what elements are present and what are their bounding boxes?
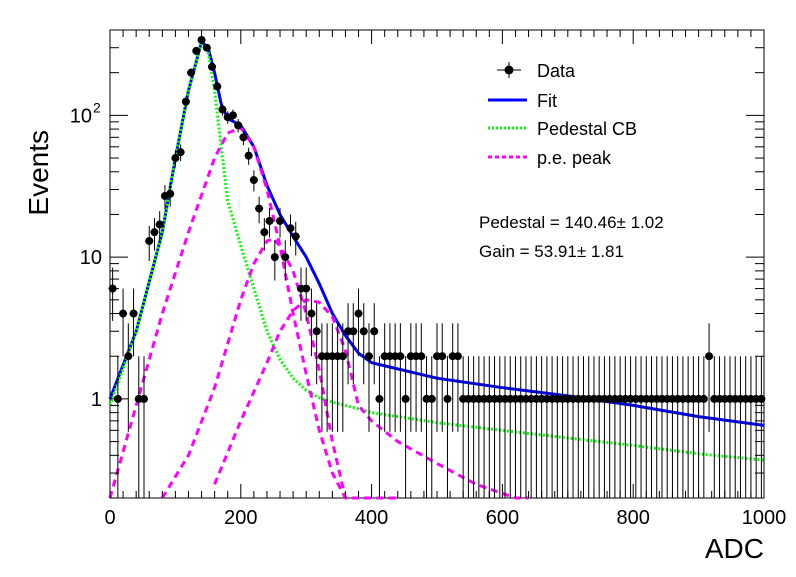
legend-marker-data xyxy=(504,65,514,75)
data-point xyxy=(213,82,222,91)
x-tick-label: 200 xyxy=(224,507,257,529)
data-point xyxy=(155,220,164,229)
data-point xyxy=(417,352,426,361)
x-axis-label: ADC xyxy=(705,533,764,564)
legend-entry-pedestal: Pedestal CB xyxy=(488,119,637,139)
data-point xyxy=(443,394,452,403)
data-point xyxy=(349,327,358,336)
data-points xyxy=(108,36,766,498)
data-point xyxy=(171,154,180,163)
data-point xyxy=(302,284,311,293)
data-point xyxy=(181,97,190,106)
data-point xyxy=(187,68,196,77)
series-layer xyxy=(108,36,766,500)
data-point xyxy=(192,46,201,55)
data-point xyxy=(244,151,253,160)
curve-p-e-peak-2 xyxy=(161,237,398,500)
data-point xyxy=(145,236,154,245)
data-point xyxy=(202,43,211,52)
data-point xyxy=(375,394,384,403)
y-tick-label: 10 xyxy=(80,247,102,269)
data-point xyxy=(228,111,237,120)
annotation-pedestal: Pedestal = 140.46± 1.02 xyxy=(479,213,664,232)
curve-pedestal-cb xyxy=(108,40,765,462)
data-point xyxy=(260,228,269,237)
data-point xyxy=(265,216,274,225)
data-point xyxy=(401,394,410,403)
x-tick-label: 400 xyxy=(355,507,388,529)
data-point xyxy=(354,309,363,318)
data-point xyxy=(699,394,708,403)
y-tick-label-exponent: 2 xyxy=(93,99,101,115)
data-point xyxy=(255,204,264,213)
y-tick-label: 10 xyxy=(70,105,92,127)
x-tick-label: 1000 xyxy=(742,507,787,529)
data-point xyxy=(291,232,300,241)
data-point xyxy=(396,352,405,361)
data-point xyxy=(427,394,436,403)
data-point xyxy=(176,148,185,157)
data-point xyxy=(370,327,379,336)
data-point xyxy=(249,175,258,184)
data-point xyxy=(307,309,316,318)
y-tick-label: 1 xyxy=(91,389,102,411)
x-tick-label: 0 xyxy=(104,507,115,529)
data-point xyxy=(140,394,149,403)
annotation-gain: Gain = 53.91± 1.81 xyxy=(479,242,624,261)
data-point xyxy=(705,352,714,361)
legend-entry-data: Data xyxy=(497,61,576,81)
data-point xyxy=(124,352,133,361)
legend: Data Fit Pedestal CB p.e. peak xyxy=(488,61,637,168)
data-point xyxy=(218,105,227,114)
data-point xyxy=(312,327,321,336)
data-point xyxy=(286,224,295,233)
x-tick-label: 800 xyxy=(617,507,650,529)
y-axis-label: Events xyxy=(23,130,54,216)
data-point xyxy=(438,352,447,361)
legend-label-pedestal: Pedestal CB xyxy=(537,119,637,139)
data-point xyxy=(208,62,217,71)
data-point xyxy=(281,253,290,262)
curve-p-e-peak-3 xyxy=(213,298,529,500)
data-point xyxy=(197,36,206,45)
data-point xyxy=(270,253,279,262)
data-point xyxy=(150,228,159,237)
data-point xyxy=(239,133,248,142)
x-tick-label: 600 xyxy=(486,507,519,529)
data-point xyxy=(359,327,368,336)
legend-entry-pe-peak: p.e. peak xyxy=(488,148,612,168)
data-point xyxy=(276,216,285,225)
data-point xyxy=(166,189,175,198)
data-point xyxy=(364,352,373,361)
data-point xyxy=(453,352,462,361)
legend-label-fit: Fit xyxy=(537,91,557,111)
data-point xyxy=(338,352,347,361)
data-point xyxy=(129,309,138,318)
legend-entry-fit: Fit xyxy=(488,91,557,111)
legend-label-pe-peak: p.e. peak xyxy=(537,148,612,168)
legend-label-data: Data xyxy=(537,61,576,81)
data-point xyxy=(119,309,128,318)
data-point xyxy=(234,121,243,130)
